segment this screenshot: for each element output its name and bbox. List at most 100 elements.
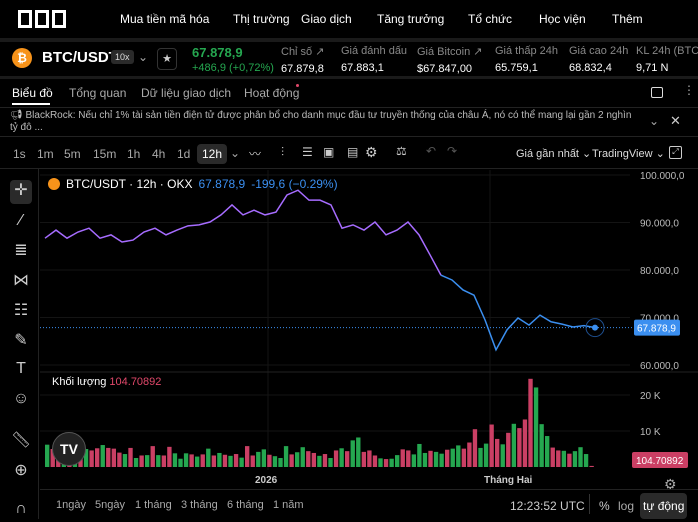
timeframe-1m[interactable]: 1m (37, 147, 54, 161)
text-icon[interactable]: T (16, 360, 26, 377)
calendar-icon[interactable]: ▤ (347, 145, 359, 159)
volume-bar (378, 458, 383, 467)
volume-bar (506, 432, 511, 467)
volume-bar (572, 451, 578, 467)
tab-trading-data[interactable]: Dữ liệu giao dịch (141, 86, 232, 100)
trendline-icon[interactable]: ⁄ (19, 212, 23, 229)
volume-bar (239, 457, 244, 467)
nav-institutional[interactable]: Tổ chức (468, 12, 513, 26)
range-1d[interactable]: 1ngày (56, 499, 86, 511)
volume-bar (278, 458, 283, 467)
template-icon[interactable]: ▣ (323, 145, 335, 159)
percent-toggle[interactable]: % (599, 499, 610, 513)
nav-learn[interactable]: Học viện (539, 12, 586, 26)
volume-bar (50, 449, 55, 467)
chevron-down-icon[interactable]: ⌄ (138, 50, 149, 64)
price-change: +486,9 (+0,72%) (192, 62, 274, 74)
pattern-icon[interactable]: ⋈ (13, 272, 29, 289)
volume-bar (367, 450, 372, 467)
line-chart-icon[interactable]: 〰 (249, 147, 262, 161)
timeframe-12h[interactable]: 12h (197, 144, 228, 164)
crosshair-icon[interactable]: ✛ (10, 180, 32, 204)
volume-bar (145, 455, 150, 467)
volume-bar (133, 458, 139, 467)
range-5d[interactable]: 5ngày (95, 499, 125, 511)
volume-bar (545, 436, 550, 467)
volume-bar (45, 444, 50, 467)
window-icon[interactable] (651, 87, 663, 98)
nav-trade[interactable]: Giao dịch (301, 12, 352, 26)
tradingview-logo[interactable]: TV (52, 432, 86, 466)
nav-grow[interactable]: Tăng trưởng (377, 12, 445, 26)
timeframe-15m[interactable]: 15m (93, 147, 117, 161)
emoji-icon[interactable]: ☺ (12, 390, 30, 407)
volume-bar (483, 443, 489, 467)
auto-toggle[interactable]: tự động (640, 493, 688, 519)
volume-bar (372, 455, 378, 467)
fullscreen-icon[interactable]: ⤢ (669, 146, 682, 159)
undo-icon[interactable]: ↶ (426, 144, 437, 158)
price-type-select[interactable]: Giá gần nhất ⌄ (516, 148, 592, 160)
timeframe-1d[interactable]: 1d (177, 147, 191, 161)
magnet-icon[interactable]: ∩ (15, 500, 27, 517)
redo-icon[interactable]: ↷ (447, 144, 458, 158)
tab-chart[interactable]: Biểu đồ (12, 86, 53, 100)
range-1y[interactable]: 1 năm (273, 499, 304, 511)
range-1m[interactable]: 1 tháng (135, 499, 172, 511)
indicators-icon[interactable]: ⫶ (281, 145, 285, 159)
stat-24h-low: Giá thấp 24h 65.759,1 (495, 45, 558, 74)
log-toggle[interactable]: log (618, 499, 635, 513)
volume-bar (211, 455, 217, 467)
more-icon[interactable]: ⋮ (683, 83, 695, 97)
ruler-icon[interactable]: 📏︎ (10, 432, 32, 449)
favorite-star-icon[interactable]: ★ (157, 48, 177, 70)
volume-bar (533, 387, 539, 467)
volume-bar (556, 450, 561, 467)
legend-title: BTC/USDT · 12h · OKX (66, 177, 193, 191)
volume-bar (578, 447, 583, 467)
timeframe-5m[interactable]: 5m (64, 147, 81, 161)
expand-chevron-icon[interactable]: ⌄ (649, 114, 660, 128)
scale-icon[interactable]: ⚖ (396, 144, 407, 158)
horizontal-lines-icon[interactable]: ≣ (14, 242, 28, 259)
fib-icon[interactable]: ☷ (13, 302, 29, 319)
utc-clock[interactable]: 12:23:52 UTC (510, 499, 585, 513)
news-ticker[interactable]: 📢︎ BlackRock: Nếu chỉ 1% tài sản tiền đi… (10, 110, 632, 133)
stat-index: Chỉ số ↗ 67.879,8 (281, 46, 325, 75)
close-icon[interactable]: ✕ (670, 113, 681, 128)
y-tick-label: 90.000,0 (640, 219, 679, 230)
okx-logo[interactable] (18, 10, 82, 28)
range-3m[interactable]: 3 tháng (181, 499, 218, 511)
volume-bar (222, 454, 228, 467)
timeframe-1h[interactable]: 1h (127, 147, 141, 161)
list-icon[interactable]: ☰ (302, 145, 313, 159)
volume-bar (433, 451, 439, 467)
chart-legend: BTC/USDT · 12h · OKX 67.878,9 -199,6 (−0… (48, 177, 338, 191)
brush-icon[interactable]: ✎ (14, 332, 28, 349)
volume-bar (539, 424, 544, 467)
axis-settings-icon[interactable]: ⚙ (664, 476, 677, 492)
volume-bar (567, 453, 572, 467)
volume-bar (156, 455, 161, 467)
timeframe-dropdown-icon[interactable]: ⌄ (230, 146, 241, 160)
zoom-in-icon[interactable]: ⊕ (14, 462, 28, 479)
range-6m[interactable]: 6 tháng (227, 499, 264, 511)
last-price-label: 67.878,9 (637, 324, 676, 335)
nav-buy-crypto[interactable]: Mua tiền mã hóa (120, 12, 210, 26)
volume-bar (150, 446, 155, 467)
bitcoin-icon: ₿ (12, 48, 32, 68)
nav-more[interactable]: Thêm (612, 12, 643, 26)
tab-activity[interactable]: Hoạt động (244, 86, 300, 100)
volume-bar (478, 447, 483, 467)
pair-symbol[interactable]: BTC/USDT (42, 49, 118, 66)
timeframe-1s[interactable]: 1s (13, 147, 26, 161)
volume-bar (100, 445, 105, 467)
settings-icon[interactable]: ⚙ (365, 144, 378, 160)
nav-markets[interactable]: Thị trường (233, 12, 290, 26)
volume-bar (195, 456, 200, 467)
volume-bar (495, 438, 500, 467)
chart-type-select[interactable]: TradingView ⌄ (592, 148, 665, 160)
timeframe-4h[interactable]: 4h (152, 147, 166, 161)
tab-overview[interactable]: Tổng quan (69, 86, 127, 100)
